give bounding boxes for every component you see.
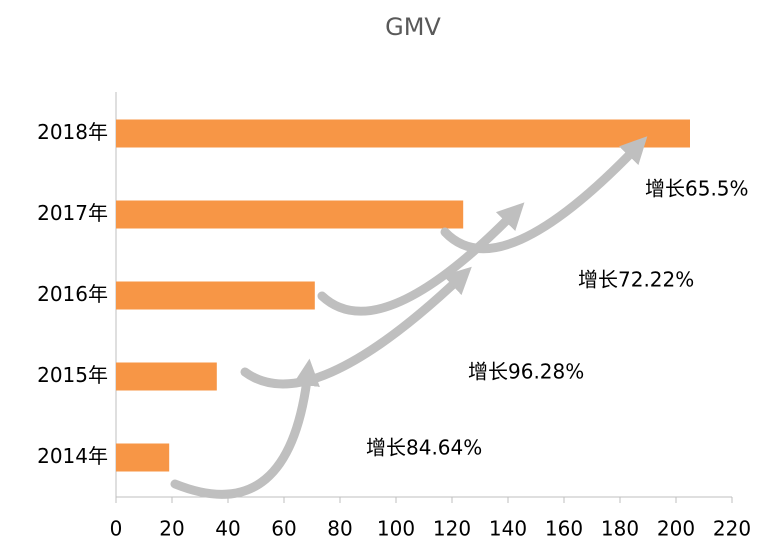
x-tick-label: 0 (110, 517, 123, 541)
bar (116, 281, 315, 310)
chart-title: GMV (385, 13, 441, 41)
y-tick-label: 2015年 (37, 363, 108, 387)
annotation: 增长96.28% (468, 360, 584, 384)
x-tick-label: 220 (713, 517, 751, 541)
arrow (170, 358, 320, 499)
y-tick-label: 2014年 (37, 444, 108, 468)
bar (116, 119, 690, 148)
y-tick-label: 2018年 (37, 120, 108, 144)
x-tick-label: 80 (327, 517, 352, 541)
x-tick-label: 100 (377, 517, 415, 541)
x-tick-label: 20 (159, 517, 184, 541)
x-tick-label: 120 (433, 517, 471, 541)
arrow (440, 136, 648, 254)
growth-arrows (170, 136, 648, 499)
x-tick-label: 60 (271, 517, 296, 541)
annotation: 增长72.22% (578, 268, 694, 292)
x-tick-label: 40 (215, 517, 240, 541)
x-tick-label: 160 (545, 517, 583, 541)
x-tick-label: 140 (489, 517, 527, 541)
arrow (240, 266, 472, 389)
annotation: 增长84.64% (366, 436, 482, 460)
y-tick-label: 2016年 (37, 282, 108, 306)
bar (116, 443, 170, 472)
x-tick-label: 180 (601, 517, 639, 541)
bar (116, 200, 464, 229)
y-tick-label: 2017年 (37, 201, 108, 225)
annotation: 增长65.5% (645, 177, 749, 201)
arrow (317, 202, 525, 316)
bar (116, 362, 217, 391)
x-tick-label: 200 (657, 517, 695, 541)
